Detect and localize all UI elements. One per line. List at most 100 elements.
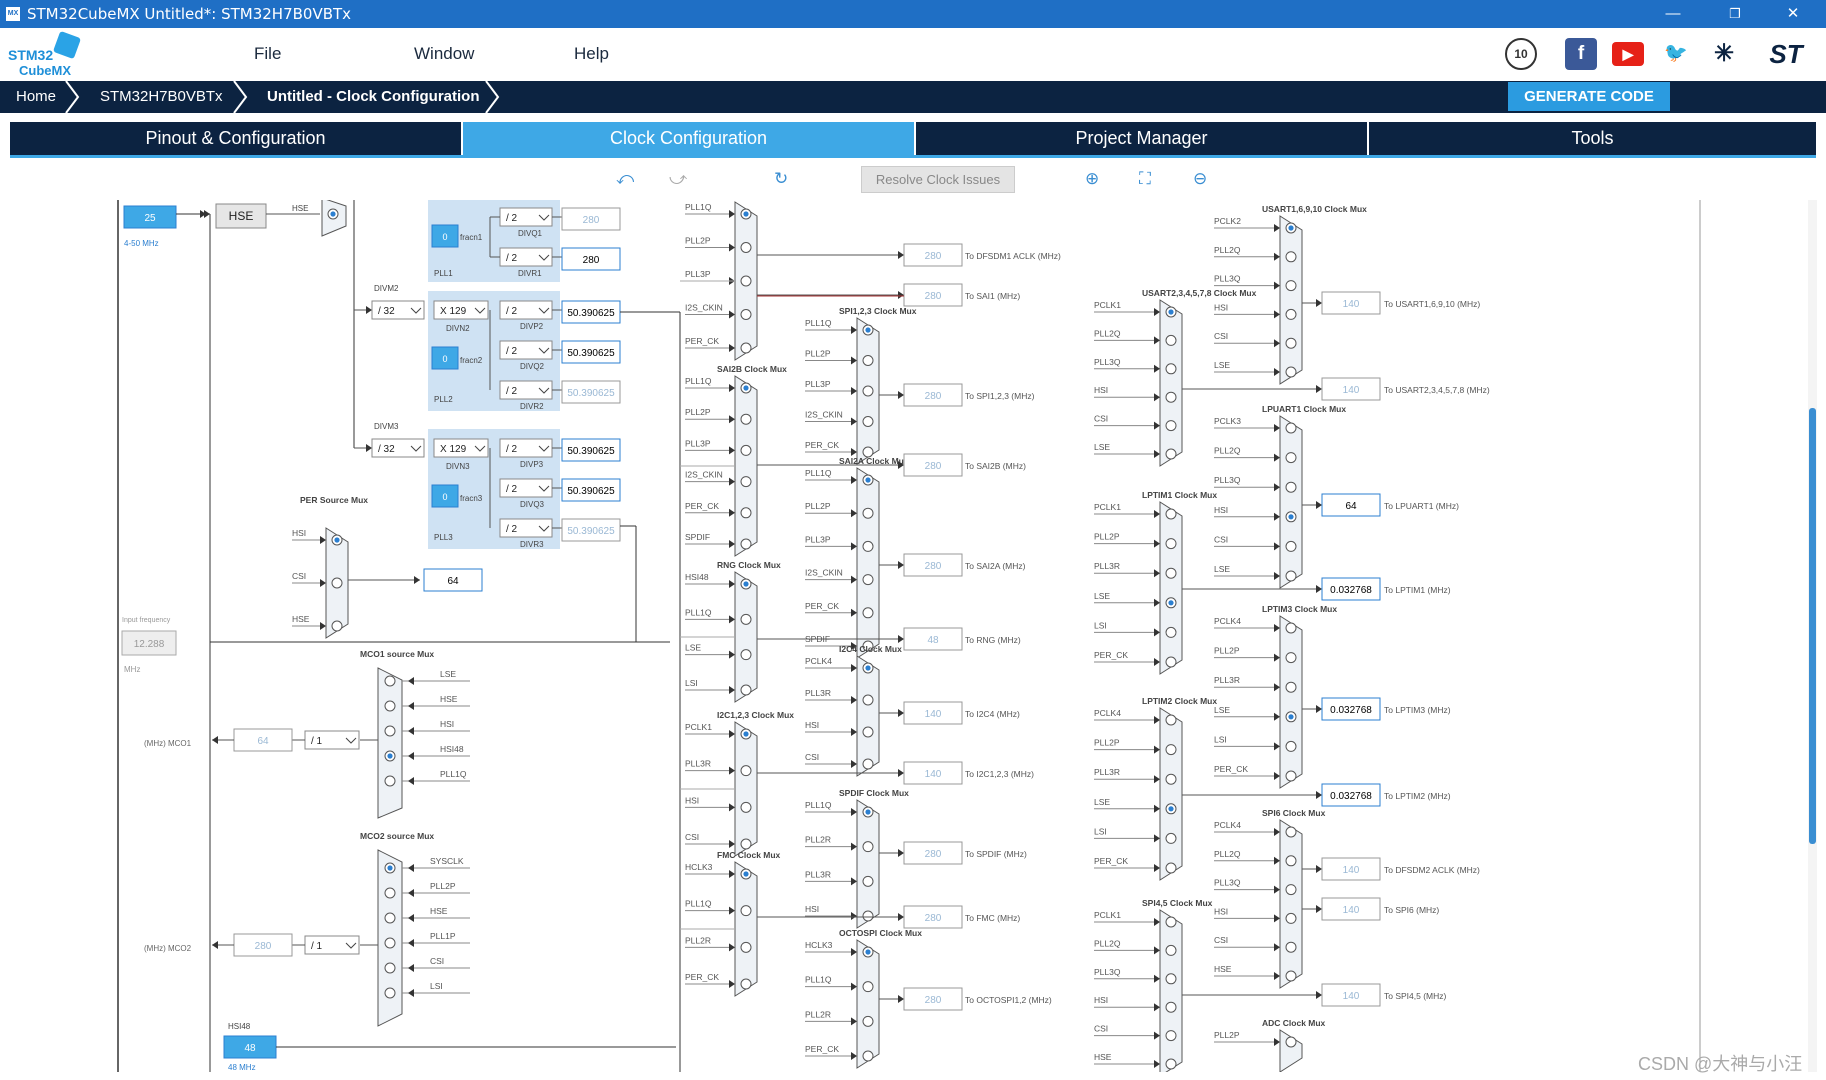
mux-radio[interactable] (1285, 855, 1297, 867)
divn-select[interactable] (433, 438, 489, 458)
tab-clock-configuration[interactable]: Clock Configuration (463, 122, 914, 155)
facebook-icon[interactable]: f (1565, 38, 1597, 70)
mux-radio[interactable] (1165, 832, 1177, 844)
fracn-input[interactable] (431, 484, 459, 508)
mux-radio[interactable] (1285, 251, 1297, 263)
mux-radio[interactable] (384, 775, 396, 787)
peripheral-clock-output[interactable] (903, 283, 963, 307)
mux-radio[interactable] (740, 413, 752, 425)
mux-radio[interactable] (740, 242, 752, 253)
mux-radio[interactable] (1165, 656, 1177, 668)
refresh-icon[interactable]: ↻ (774, 169, 789, 188)
mux-radio[interactable] (1285, 280, 1297, 292)
mux-radio[interactable] (384, 912, 396, 924)
pll1-r-output[interactable] (561, 247, 621, 271)
peripheral-clock-output[interactable] (1321, 377, 1381, 401)
mux-radio[interactable] (331, 620, 343, 632)
mux-radio[interactable] (1285, 337, 1297, 349)
mux-radio[interactable] (1165, 391, 1177, 403)
peripheral-clock-output[interactable] (1321, 697, 1381, 721)
mux-radio[interactable] (1165, 862, 1177, 874)
peripheral-clock-output[interactable] (903, 841, 963, 865)
redo-icon[interactable]: ⤻ (669, 169, 688, 188)
menu-window[interactable]: Window (414, 44, 475, 63)
mux-radio[interactable] (1285, 740, 1297, 752)
resolve-clock-issues-button[interactable]: Resolve Clock Issues (861, 166, 1015, 193)
mux-radio[interactable] (384, 962, 396, 974)
st-logo-icon[interactable]: ST (1758, 38, 1814, 70)
peripheral-clock-output[interactable] (903, 383, 963, 407)
mux-radio[interactable] (1165, 714, 1177, 726)
mux-radio[interactable] (1285, 826, 1297, 838)
mux-radio[interactable] (1165, 448, 1177, 460)
mux-radio[interactable] (1285, 941, 1297, 953)
mux-radio[interactable] (740, 342, 752, 354)
mux-radio[interactable] (1165, 567, 1177, 579)
mux-radio[interactable] (1285, 970, 1297, 982)
mux-radio[interactable] (740, 765, 752, 777)
mux-radio[interactable] (740, 476, 752, 488)
peripheral-clock-output[interactable] (903, 701, 963, 725)
mux-radio[interactable] (1285, 652, 1297, 664)
peripheral-clock-output[interactable] (903, 553, 963, 577)
tab-project-manager[interactable]: Project Manager (1075, 128, 1208, 148)
mux-radio[interactable] (1285, 681, 1297, 693)
mux-radio[interactable] (384, 887, 396, 899)
mux-radio[interactable] (862, 758, 874, 770)
mux-radio[interactable] (384, 725, 396, 737)
mux-radio[interactable] (1285, 884, 1297, 896)
mux-radio[interactable] (740, 801, 752, 813)
mux-radio[interactable] (1285, 366, 1297, 378)
peripheral-clock-output[interactable] (1321, 577, 1381, 601)
mux-radio[interactable] (862, 910, 874, 922)
fracn-input[interactable] (431, 346, 459, 370)
mux-radio[interactable] (1285, 622, 1297, 634)
mux-radio[interactable] (740, 507, 752, 519)
mux-radio[interactable] (862, 1050, 874, 1062)
mux-radio[interactable] (1285, 570, 1297, 582)
mux-radio[interactable] (862, 726, 874, 738)
mux-radio[interactable] (740, 275, 752, 287)
mux-radio[interactable] (862, 875, 874, 887)
zoom-out-icon[interactable]: ⊖ (1193, 169, 1208, 188)
mux-radio[interactable] (1165, 1030, 1177, 1042)
mux-radio[interactable] (740, 649, 752, 661)
hse-frequency-input[interactable] (123, 205, 177, 229)
peripheral-clock-output[interactable] (1321, 291, 1381, 315)
per-ck-output[interactable] (423, 568, 483, 592)
mux-radio[interactable] (862, 507, 874, 519)
mux-radio[interactable] (740, 905, 752, 917)
generate-code-button[interactable]: GENERATE CODE (1508, 82, 1670, 111)
mux-radio[interactable] (384, 937, 396, 949)
fracn1-input[interactable] (431, 224, 459, 248)
peripheral-clock-output[interactable] (903, 627, 963, 651)
peripheral-clock-output[interactable] (1321, 493, 1381, 517)
tab-pinout-configuration[interactable]: Pinout & Configuration (145, 128, 326, 148)
menu-file[interactable]: File (254, 44, 282, 63)
mux-radio[interactable] (862, 694, 874, 706)
pll-output[interactable] (561, 518, 621, 542)
peripheral-clock-output[interactable] (1321, 857, 1381, 881)
zoom-in-icon[interactable]: ⊕ (1085, 169, 1100, 188)
pll-output[interactable] (561, 340, 621, 364)
youtube-icon[interactable]: ▶ (1612, 42, 1644, 66)
undo-icon[interactable]: ⤺ (616, 169, 635, 188)
mux-radio[interactable] (1165, 334, 1177, 346)
mux-radio[interactable] (1165, 508, 1177, 520)
network-icon[interactable]: ✳ (1708, 38, 1740, 70)
mux-radio[interactable] (862, 446, 874, 458)
twitter-icon[interactable]: 🐦 (1660, 38, 1692, 70)
mux-radio[interactable] (384, 675, 396, 687)
mux-radio[interactable] (1285, 452, 1297, 464)
peripheral-clock-output[interactable] (903, 761, 963, 785)
peripheral-clock-output[interactable] (1321, 983, 1381, 1007)
lse-frequency-input[interactable] (121, 630, 177, 656)
mux-radio[interactable] (1165, 626, 1177, 638)
mux-radio[interactable] (1285, 481, 1297, 493)
mux-radio[interactable] (862, 385, 874, 397)
mux-radio[interactable] (740, 684, 752, 696)
mux-radio[interactable] (1165, 363, 1177, 375)
mux-radio[interactable] (862, 540, 874, 552)
mux-radio[interactable] (1165, 973, 1177, 985)
divn-select[interactable] (433, 300, 489, 320)
